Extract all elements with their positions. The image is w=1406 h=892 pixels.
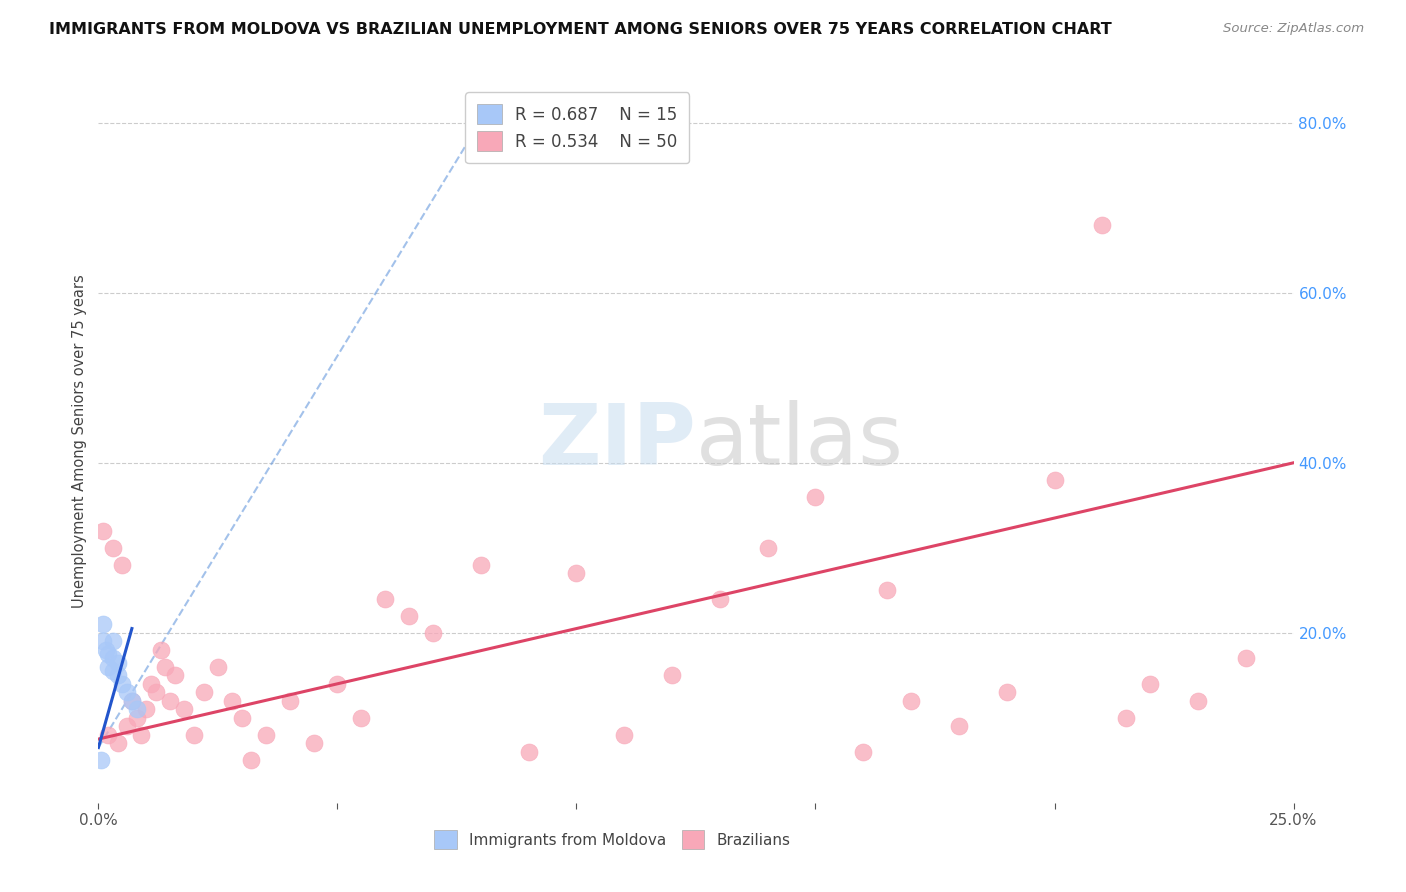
Point — [97, 660, 120, 674]
Point — [121, 694, 143, 708]
Point — [1139, 677, 1161, 691]
Point — [398, 608, 420, 623]
Point — [111, 677, 134, 691]
Point — [517, 745, 540, 759]
Point — [254, 728, 277, 742]
Point — [613, 728, 636, 742]
Point — [1234, 651, 1257, 665]
Point — [121, 694, 143, 708]
Point — [470, 558, 492, 572]
Point — [900, 694, 922, 708]
Point — [231, 711, 253, 725]
Point — [709, 591, 731, 606]
Point — [173, 702, 195, 716]
Point — [221, 694, 243, 708]
Point — [107, 736, 129, 750]
Text: ZIP: ZIP — [538, 400, 696, 483]
Point — [101, 651, 124, 665]
Point — [374, 591, 396, 606]
Point — [131, 728, 153, 742]
Point — [135, 702, 157, 716]
Point — [101, 541, 124, 555]
Point — [115, 685, 138, 699]
Point — [207, 660, 229, 674]
Point — [661, 668, 683, 682]
Point — [97, 728, 120, 742]
Point — [163, 668, 186, 682]
Point — [111, 558, 134, 572]
Point — [183, 728, 205, 742]
Point — [852, 745, 875, 759]
Point — [139, 677, 162, 691]
Point — [1091, 218, 1114, 232]
Point — [94, 642, 117, 657]
Point — [1043, 473, 1066, 487]
Text: Source: ZipAtlas.com: Source: ZipAtlas.com — [1223, 22, 1364, 36]
Point — [1187, 694, 1209, 708]
Point — [995, 685, 1018, 699]
Point — [240, 753, 263, 767]
Point — [115, 719, 138, 733]
Text: atlas: atlas — [696, 400, 904, 483]
Point — [278, 694, 301, 708]
Point — [97, 647, 120, 661]
Point — [193, 685, 215, 699]
Point — [91, 524, 114, 538]
Point — [107, 668, 129, 682]
Point — [90, 753, 112, 767]
Point — [565, 566, 588, 581]
Point — [756, 541, 779, 555]
Point — [91, 617, 114, 632]
Point — [101, 634, 124, 648]
Point — [145, 685, 167, 699]
Point — [149, 642, 172, 657]
Point — [101, 664, 124, 678]
Point — [804, 490, 827, 504]
Point — [91, 634, 114, 648]
Point — [350, 711, 373, 725]
Point — [155, 660, 177, 674]
Point — [326, 677, 349, 691]
Point — [876, 583, 898, 598]
Text: IMMIGRANTS FROM MOLDOVA VS BRAZILIAN UNEMPLOYMENT AMONG SENIORS OVER 75 YEARS CO: IMMIGRANTS FROM MOLDOVA VS BRAZILIAN UNE… — [49, 22, 1112, 37]
Point — [125, 711, 148, 725]
Point — [125, 702, 148, 716]
Y-axis label: Unemployment Among Seniors over 75 years: Unemployment Among Seniors over 75 years — [72, 275, 87, 608]
Point — [948, 719, 970, 733]
Point — [422, 625, 444, 640]
Point — [1115, 711, 1137, 725]
Legend: Immigrants from Moldova, Brazilians: Immigrants from Moldova, Brazilians — [426, 822, 799, 856]
Point — [159, 694, 181, 708]
Point — [107, 656, 129, 670]
Point — [302, 736, 325, 750]
